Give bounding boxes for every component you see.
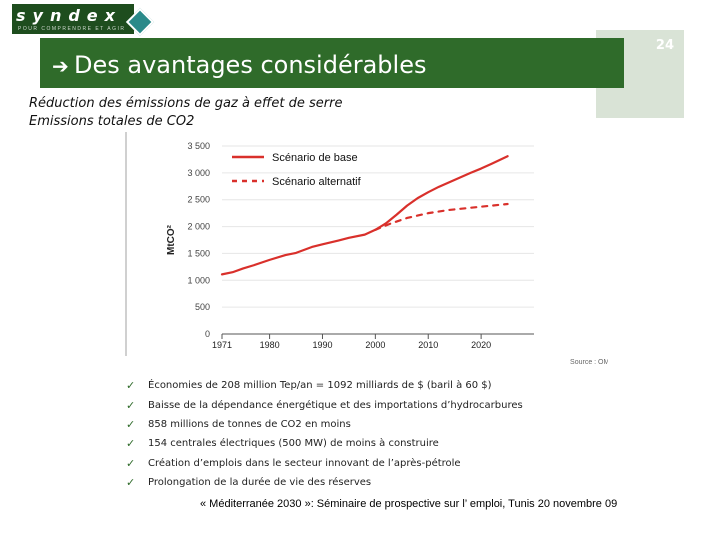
arrow-right-icon: ➔ <box>52 54 69 78</box>
x-tick-label: 1980 <box>260 340 280 350</box>
logo-text: syndex <box>16 6 122 25</box>
x-tick-label: 1971 <box>212 340 232 350</box>
y-tick-label: 0 <box>205 329 210 339</box>
subtitle-reduction: Réduction des émissions de gaz à effet d… <box>29 96 343 111</box>
list-item: ✓ Prolongation de la durée de vie des rés… <box>126 473 523 492</box>
x-tick-label: 2010 <box>418 340 438 350</box>
x-tick-label: 2000 <box>365 340 385 350</box>
checkmark-icon: ✓ <box>126 379 136 393</box>
list-item-text: Prolongation de la durée de vie des rése… <box>148 477 372 489</box>
y-axis-label: MtCO² <box>166 224 177 255</box>
list-item-text: Création d’emplois dans le secteur innov… <box>148 457 461 469</box>
checkmark-icon: ✓ <box>126 417 136 431</box>
checkmark-icon: ✓ <box>126 456 136 470</box>
chart-svg: 0 500 1 000 1 500 2 000 2 500 3 000 3 500 1971 19… <box>124 132 614 366</box>
x-tick-label: 2020 <box>471 340 491 350</box>
series-line-alternatif <box>374 202 509 231</box>
series-line-base <box>220 155 509 276</box>
checkmark-icon: ✓ <box>126 398 136 412</box>
slide-title: Des avantages considérables <box>74 51 427 79</box>
title-bar: ➔ Des avantages considérables <box>40 38 624 88</box>
list-item-text: 154 centrales électriques (500 MW) de mo… <box>148 438 439 450</box>
co2-chart: 0 500 1 000 1 500 2 000 2 500 3 000 3 500 1971 19… <box>124 132 614 366</box>
checkmark-icon: ✓ <box>126 437 136 451</box>
list-item: ✓ 154 centrales électriques (500 MW) de m… <box>126 434 523 453</box>
y-tick-label: 2 500 <box>187 195 210 205</box>
checkmark-icon: ✓ <box>126 476 136 490</box>
benefits-list: ✓ Économies de 208 million Tep/an = 1092 … <box>126 376 523 492</box>
syndex-logo: syndex POUR COMPRENDRE ET AGIR <box>12 4 155 37</box>
y-tick-label: 500 <box>195 302 210 312</box>
legend-label: Scénario de base <box>272 152 358 164</box>
list-item-text: Baisse de la dépendance énergétique et d… <box>148 399 523 411</box>
list-item-text: Économies de 208 million Tep/an = 1092 m… <box>148 380 492 392</box>
list-item: ✓ Baisse de la dépendance énergétique et … <box>126 395 523 414</box>
y-tick-label: 2 000 <box>187 222 210 232</box>
logo-tagline: POUR COMPRENDRE ET AGIR <box>18 26 126 32</box>
list-item: ✓ Création d’emplois dans le secteur inno… <box>126 454 523 473</box>
list-item-text: 858 millions de tonnes de CO2 en moins <box>148 418 351 430</box>
chart-background <box>124 132 608 364</box>
footer-text: « Méditerranée 2030 »: Séminaire de pros… <box>200 498 618 510</box>
page-number: 24 <box>655 38 674 53</box>
y-tick-label: 1 000 <box>187 275 210 285</box>
y-tick-label: 3 000 <box>187 168 210 178</box>
legend-label: Scénario alternatif <box>272 176 362 188</box>
chart-source: Source : OME <box>570 359 608 364</box>
y-tick-label: 1 500 <box>187 248 210 258</box>
x-tick-label: 1990 <box>312 340 332 350</box>
list-item: ✓ 858 millions de tonnes de CO2 en moins <box>126 415 523 434</box>
list-item: ✓ Économies de 208 million Tep/an = 1092 … <box>126 376 523 395</box>
subtitle-emissions: Emissions totales de CO2 <box>29 114 195 129</box>
logo-diamond-icon <box>125 7 155 37</box>
y-tick-label: 3 500 <box>187 141 210 151</box>
